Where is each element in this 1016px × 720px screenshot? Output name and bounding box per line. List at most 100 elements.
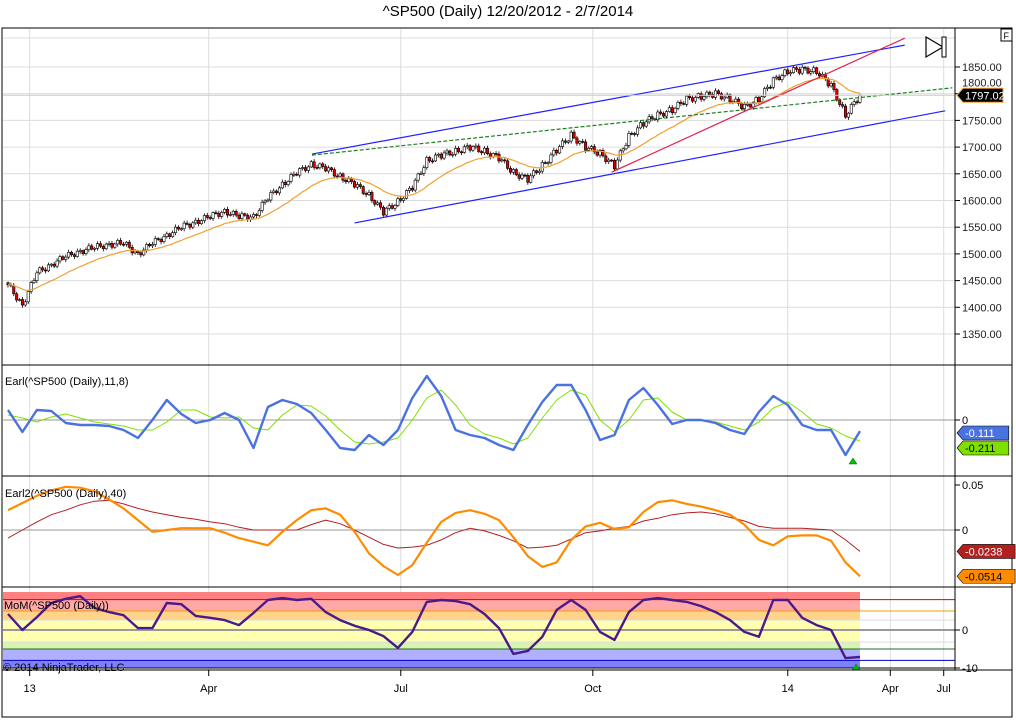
candle: [806, 66, 810, 75]
candle-body: [719, 93, 723, 100]
svg-text:F: F: [1004, 31, 1010, 41]
buy-signal-triangle-icon: [848, 457, 858, 465]
candle-body: [763, 88, 767, 98]
candle: [358, 182, 362, 189]
candle-body: [104, 243, 108, 250]
candle: [211, 211, 215, 221]
candle-body: [116, 240, 120, 245]
value-tag-text: -0.111: [965, 428, 995, 440]
candle-body: [38, 267, 42, 274]
candle: [396, 196, 400, 208]
candle-body: [774, 76, 778, 79]
candle-body: [251, 214, 255, 218]
candle: [194, 217, 198, 225]
candle-body: [266, 199, 270, 202]
candle-body: [546, 162, 550, 164]
candle: [243, 212, 247, 217]
candle: [269, 189, 273, 203]
candle-body: [260, 201, 264, 211]
candle: [416, 172, 420, 183]
candle-body: [70, 252, 74, 256]
candle: [104, 242, 108, 251]
candle-body: [722, 96, 726, 100]
candle-body: [275, 190, 279, 194]
candle: [286, 180, 290, 187]
candle-body: [514, 169, 518, 176]
candle-body: [156, 238, 160, 240]
candle: [459, 150, 463, 156]
candle: [168, 232, 172, 240]
candle: [552, 147, 556, 157]
candle-body: [301, 167, 305, 169]
candle: [370, 190, 374, 203]
candle: [347, 176, 351, 184]
x-tick-label: Apr: [200, 683, 217, 695]
candle: [503, 158, 507, 164]
candle-body: [451, 153, 455, 156]
candle: [315, 164, 319, 170]
candle-body: [511, 169, 515, 173]
candle: [81, 249, 85, 256]
candle: [771, 76, 775, 90]
candle-body: [321, 163, 325, 167]
candle-body: [223, 209, 227, 213]
candle: [20, 297, 24, 308]
scroll-to-end-icon[interactable]: [925, 35, 947, 59]
candle-body: [20, 299, 24, 306]
f-button[interactable]: F: [1000, 28, 1013, 42]
candle: [70, 250, 74, 257]
candle: [46, 262, 50, 273]
candle-body: [315, 167, 319, 169]
candle: [511, 167, 515, 175]
candle-body: [23, 301, 27, 306]
candle: [526, 173, 530, 185]
y-tick-label: 1750.00: [962, 115, 1002, 127]
candle-body: [381, 206, 385, 216]
candle: [301, 165, 305, 171]
candle: [324, 163, 328, 173]
candle-body: [483, 147, 487, 154]
candle-body: [332, 169, 336, 177]
candle-body: [439, 153, 443, 159]
candle-body: [344, 179, 348, 183]
candle-body: [549, 154, 553, 163]
candle: [656, 109, 660, 123]
candle: [589, 144, 593, 151]
candle: [41, 265, 45, 273]
last-price-tag: 1797.02: [956, 87, 1005, 103]
candle-body: [457, 147, 461, 153]
candle: [298, 167, 302, 178]
candle: [98, 241, 102, 249]
candle-body: [243, 213, 247, 216]
candle-body: [295, 173, 299, 176]
candle-body: [405, 190, 409, 199]
candle: [303, 164, 307, 173]
candle: [607, 157, 611, 164]
candle: [116, 238, 120, 247]
candle-body: [809, 71, 813, 74]
candle-body: [826, 78, 830, 87]
candle-body: [650, 116, 654, 119]
candle-body: [757, 97, 761, 102]
candle: [777, 74, 781, 81]
candle: [405, 189, 409, 200]
candle-body: [604, 155, 608, 162]
candle: [514, 167, 518, 177]
candle: [433, 152, 437, 163]
candle-body: [428, 157, 432, 162]
candle-body: [742, 104, 746, 109]
candle-body: [98, 243, 102, 247]
candle-body: [659, 111, 663, 114]
candle: [223, 207, 227, 215]
candle-body: [142, 249, 146, 256]
candle: [280, 179, 284, 190]
candle-body: [312, 161, 316, 168]
candle: [364, 191, 368, 198]
candle: [373, 199, 377, 207]
candle: [829, 80, 833, 88]
candle-body: [740, 103, 744, 109]
candle: [162, 233, 166, 244]
candle-body: [846, 112, 850, 118]
candle: [676, 100, 680, 111]
